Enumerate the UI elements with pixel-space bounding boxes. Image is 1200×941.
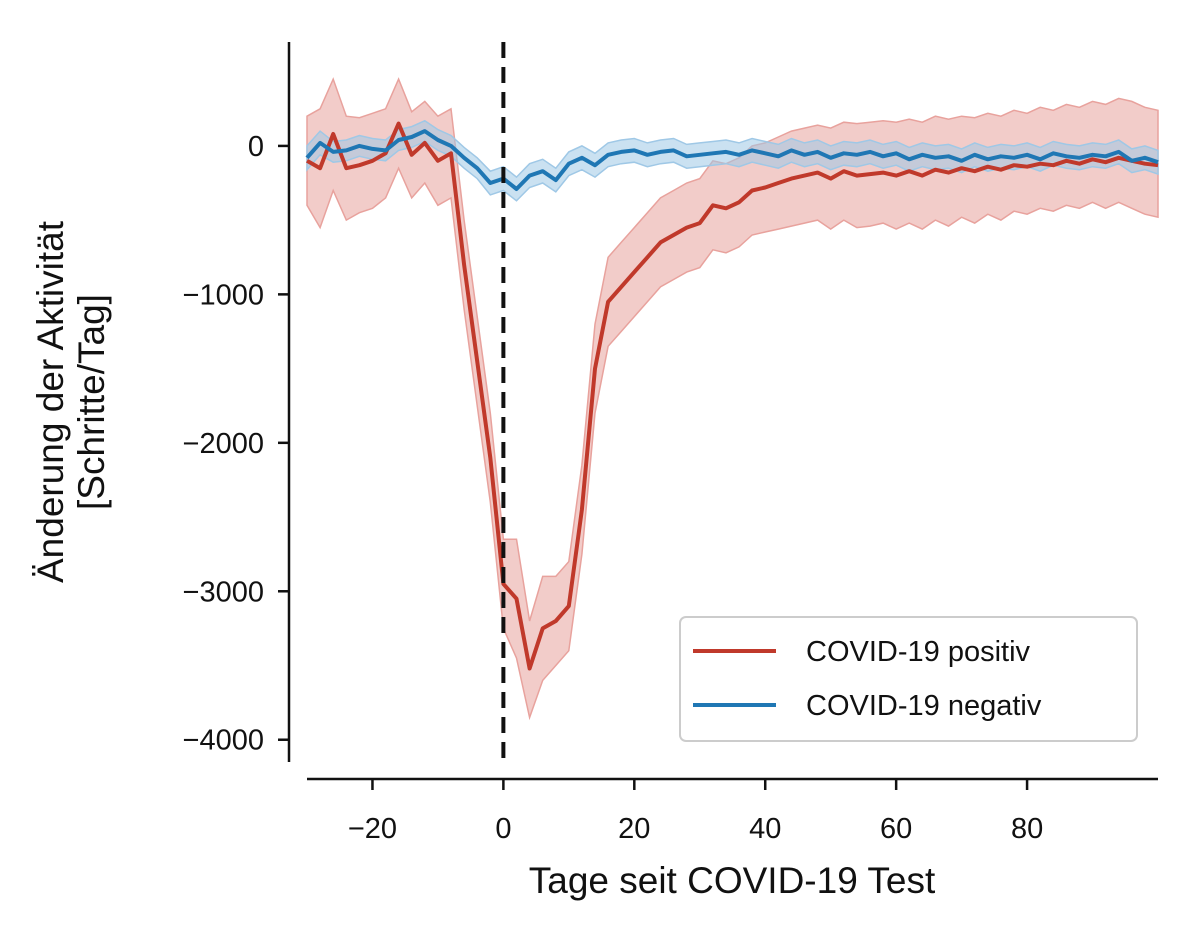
legend-label-positive: COVID-19 positiv — [806, 636, 1031, 668]
axes — [287, 42, 1158, 781]
x-tick-label: 80 — [1011, 813, 1043, 845]
y-axis-title-line-1: Änderung der Aktivität — [30, 220, 71, 583]
series-line-positive — [306, 121, 1159, 671]
x-tick-label: −20 — [348, 813, 397, 845]
y-tick-label: −1000 — [183, 279, 264, 311]
x-axis-ticks: −20 0 20 40 60 80 — [348, 779, 1043, 845]
y-axis-title: Änderung der Aktivität [Schritte/Tag] — [30, 220, 112, 583]
y-axis-ticks: 0 −1000 −2000 −3000 −4000 — [183, 131, 289, 757]
x-tick-label: 0 — [495, 813, 511, 845]
x-tick-label: 20 — [618, 813, 650, 845]
y-tick-label: −2000 — [183, 428, 264, 460]
legend: COVID-19 positiv COVID-19 negativ — [679, 616, 1138, 742]
x-axis-title: Tage seit COVID-19 Test — [529, 860, 936, 901]
y-tick-label: −3000 — [183, 576, 264, 608]
y-tick-label: −4000 — [183, 725, 264, 757]
series-lines — [305, 121, 1159, 671]
series-line-negative — [305, 129, 1159, 191]
legend-label-negative: COVID-19 negativ — [806, 690, 1042, 722]
y-axis-title-line-2: [Schritte/Tag] — [71, 294, 112, 510]
legend-frame — [679, 616, 1138, 742]
x-tick-label: 60 — [880, 813, 912, 845]
confidence-band-negative — [306, 119, 1159, 202]
y-tick-label: 0 — [248, 131, 264, 163]
x-tick-label: 40 — [749, 813, 781, 845]
